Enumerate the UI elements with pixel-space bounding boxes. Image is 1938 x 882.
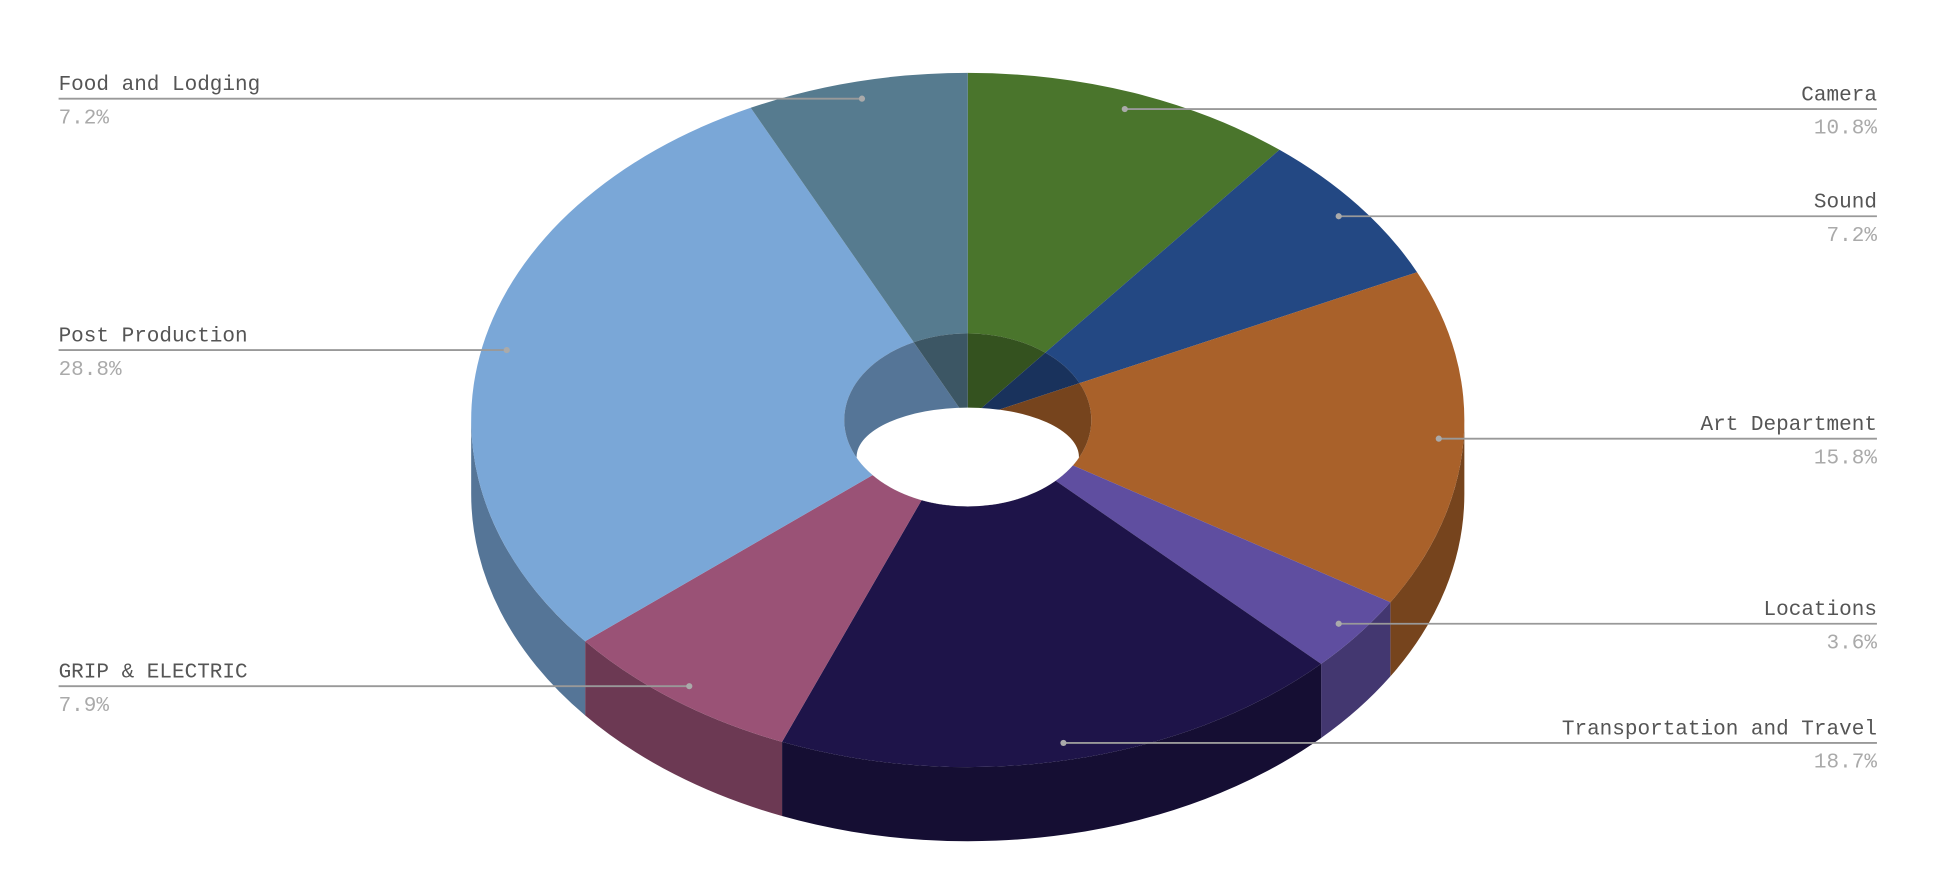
leader-dot xyxy=(686,683,693,690)
hole xyxy=(856,407,1079,507)
slice xyxy=(782,480,1322,768)
slice-value-label: 18.7% xyxy=(1814,752,1877,775)
slice-value-label: 10.8% xyxy=(1814,118,1877,141)
slice xyxy=(1045,149,1418,384)
slice-value-label: 28.8% xyxy=(59,359,122,382)
inner-wall xyxy=(913,333,968,420)
slice-wall xyxy=(1321,602,1391,739)
slice-value-label: 15.8% xyxy=(1814,447,1877,470)
slice-wall xyxy=(782,663,1322,842)
slice-label: Locations xyxy=(1764,599,1877,622)
slice xyxy=(585,475,922,742)
slice-label: Post Production xyxy=(59,325,248,348)
leader-dot xyxy=(1335,620,1342,627)
slice xyxy=(471,107,914,642)
inner-wall xyxy=(967,352,1080,420)
inner-wall xyxy=(967,333,1046,420)
slice-value-label: 7.2% xyxy=(59,107,110,130)
slice xyxy=(1055,465,1391,664)
leader-dot xyxy=(503,346,510,354)
slice-label: Camera xyxy=(1801,84,1877,107)
slice-value-label: 7.9% xyxy=(59,695,110,718)
slice-wall xyxy=(1390,420,1465,677)
slice-label: Art Department xyxy=(1701,414,1877,437)
slice xyxy=(750,72,968,343)
slice-value-label: 3.6% xyxy=(1827,632,1878,655)
slice-label: GRIP & ELECTRIC xyxy=(59,662,248,685)
leader-dot xyxy=(858,95,866,102)
slice xyxy=(1072,272,1465,603)
leader-dot xyxy=(1435,435,1442,442)
slice-label: Transportation and Travel xyxy=(1562,718,1877,741)
leader-dot xyxy=(1121,105,1128,113)
slice-label: Sound xyxy=(1814,192,1877,215)
slice-wall xyxy=(471,420,586,716)
leader-dot xyxy=(1335,213,1342,220)
slice-wall xyxy=(585,641,783,817)
slice-label: Food and Lodging xyxy=(59,74,261,97)
leader-dot xyxy=(1060,739,1067,746)
slice-value-label: 7.2% xyxy=(1827,225,1878,248)
slice xyxy=(967,72,1280,353)
